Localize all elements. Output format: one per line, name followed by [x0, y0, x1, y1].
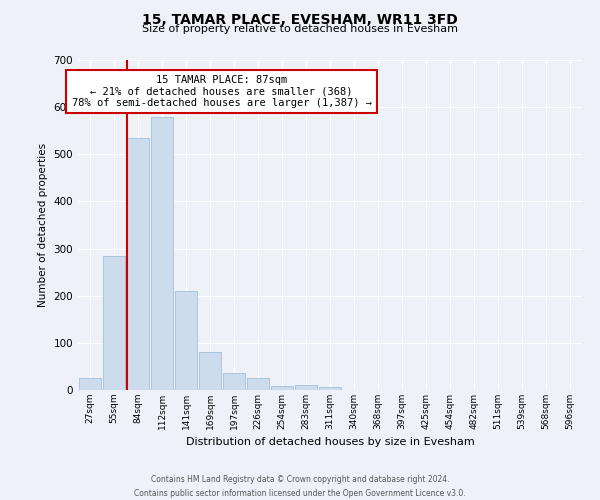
Bar — [103, 256, 125, 390]
Bar — [295, 386, 317, 390]
Bar — [199, 352, 221, 390]
Bar — [319, 386, 341, 390]
Bar — [79, 378, 101, 390]
Bar — [271, 386, 293, 390]
Text: 15 TAMAR PLACE: 87sqm
← 21% of detached houses are smaller (368)
78% of semi-det: 15 TAMAR PLACE: 87sqm ← 21% of detached … — [71, 75, 371, 108]
X-axis label: Distribution of detached houses by size in Evesham: Distribution of detached houses by size … — [185, 438, 475, 448]
Text: 15, TAMAR PLACE, EVESHAM, WR11 3FD: 15, TAMAR PLACE, EVESHAM, WR11 3FD — [142, 12, 458, 26]
Bar — [127, 138, 149, 390]
Bar — [175, 291, 197, 390]
Y-axis label: Number of detached properties: Number of detached properties — [38, 143, 48, 307]
Text: Contains HM Land Registry data © Crown copyright and database right 2024.
Contai: Contains HM Land Registry data © Crown c… — [134, 476, 466, 498]
Bar — [223, 372, 245, 390]
Bar — [151, 116, 173, 390]
Text: Size of property relative to detached houses in Evesham: Size of property relative to detached ho… — [142, 24, 458, 34]
Bar — [247, 378, 269, 390]
